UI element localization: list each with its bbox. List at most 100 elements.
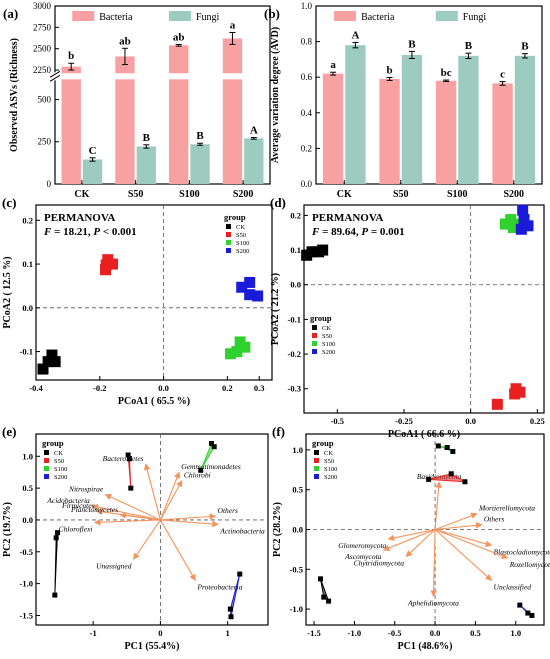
legend-label: Bacteria — [361, 12, 395, 23]
sample-point — [318, 576, 324, 582]
axis-break-gap — [51, 72, 59, 81]
x-tick-label: 1 — [226, 628, 230, 638]
sample-point — [227, 606, 233, 612]
legend-swatch — [226, 240, 231, 245]
legend-label: CK — [236, 224, 245, 231]
arrow-label: Proteobacteria — [196, 582, 242, 591]
y-tick-label: 0.0 — [22, 515, 33, 525]
x-tick-label: -0.2 — [93, 383, 106, 393]
sample-point — [321, 594, 327, 600]
plot-frame — [35, 433, 269, 626]
y-tick-label: 2500 — [33, 44, 52, 54]
y-tick-label: 250 — [38, 137, 52, 147]
significance-letter: c — [500, 69, 505, 81]
arrow-label: Others — [218, 506, 238, 515]
sample-point — [211, 444, 217, 450]
bar-fungi — [458, 55, 479, 185]
bar-bacteria — [61, 66, 81, 184]
stat-value: 89.64 — [331, 226, 356, 238]
bar-fungi — [345, 45, 366, 184]
x-tick-label: S100 — [447, 189, 468, 200]
plot-frame — [35, 204, 273, 381]
sample-point — [126, 456, 132, 462]
sample-point — [499, 218, 511, 230]
legend-swatch — [312, 333, 317, 338]
sample-point — [509, 388, 521, 400]
x-tick-label: 0.0 — [465, 416, 476, 426]
y-tick-label: -0.5 — [20, 547, 33, 557]
legend-label: Bacteria — [99, 12, 133, 23]
sample-point — [37, 363, 49, 375]
legend-swatch — [314, 466, 319, 471]
loading-arrow — [430, 529, 437, 598]
bar-fungi — [244, 138, 264, 184]
legend-swatch — [44, 458, 49, 463]
x-tick-label: -1.0 — [348, 628, 361, 638]
y-tick-label: 1.0 — [22, 451, 33, 461]
x-tick-label: 1.0 — [510, 628, 521, 638]
sample-point — [450, 449, 456, 455]
y-tick-label: 3000 — [33, 1, 52, 11]
loading-arrow — [159, 479, 183, 521]
x-tick-label: -1 — [90, 628, 97, 638]
arrow-label: Unassigned — [96, 561, 132, 570]
legend-swatch — [226, 224, 231, 229]
sample-point — [517, 204, 529, 216]
stat-text: < — [100, 226, 112, 238]
y-tick-label: 0.0 — [290, 280, 301, 290]
sample-point — [228, 614, 234, 620]
sample-point — [244, 289, 256, 301]
legend-swatch — [44, 450, 49, 455]
y-axis-label: Observed ASVs (Richness) — [9, 38, 20, 152]
legend-label: S100 — [54, 466, 67, 473]
panel-label: (c) — [2, 195, 16, 210]
x-tick-label: S200 — [503, 189, 524, 200]
legend-swatch — [44, 466, 49, 471]
permanova-title: PERMANOVA — [312, 212, 383, 224]
sample-point — [252, 290, 264, 302]
legend-label: S100 — [324, 466, 337, 473]
y-axis-label: PC2 (19.7%) — [2, 502, 13, 557]
sample-point — [507, 222, 519, 234]
sample-point — [491, 398, 503, 410]
loading-arrow — [159, 471, 181, 521]
stat-text: , — [88, 226, 94, 238]
sample-point — [244, 276, 256, 288]
y-tick-label: 1.0 — [301, 1, 313, 11]
arrow-label: Unclassified — [494, 582, 532, 591]
plot-frame — [315, 5, 543, 185]
y-axis-label: Average variation degree (AVD) — [270, 27, 281, 163]
sample-point — [313, 246, 325, 258]
y-tick-label: 2750 — [33, 22, 52, 32]
y-tick-label: 500 — [38, 94, 52, 104]
plot-frame — [54, 5, 271, 185]
y-tick-label: 0.6 — [301, 72, 313, 82]
x-axis-label: PC1 (48.6%) — [398, 641, 453, 652]
significance-letter: b — [387, 65, 393, 77]
stat-text: = — [319, 226, 331, 238]
legend-label: S100 — [322, 341, 335, 348]
sample-point — [107, 258, 119, 270]
x-tick-label: -0.4 — [29, 383, 43, 393]
arrow-label: Gemmatimonadetes — [181, 462, 241, 471]
stat-value: 0.001 — [112, 226, 137, 238]
y-tick-label: 2250 — [33, 65, 52, 75]
panel-label: (b) — [264, 6, 280, 21]
sample-point — [46, 349, 58, 361]
loading-arrow — [387, 528, 436, 542]
stat-value: 0.001 — [380, 226, 405, 238]
y-tick-label: 0.4 — [301, 108, 313, 118]
sample-point — [522, 220, 534, 232]
legend-swatch — [334, 11, 357, 21]
loading-arrow — [160, 519, 219, 528]
significance-letter: ab — [173, 31, 185, 43]
legend-label: Fungi — [196, 12, 220, 23]
y-tick-label: -1.0 — [290, 604, 303, 614]
arrow-label: Acidobacteria — [46, 496, 90, 505]
y-tick-label: 0.1 — [22, 259, 33, 269]
legend-label: S200 — [324, 474, 337, 481]
legend-label: S100 — [236, 240, 249, 247]
y-tick-label: -0.1 — [288, 314, 301, 324]
sample-point — [517, 602, 523, 608]
sample-point — [100, 264, 112, 276]
